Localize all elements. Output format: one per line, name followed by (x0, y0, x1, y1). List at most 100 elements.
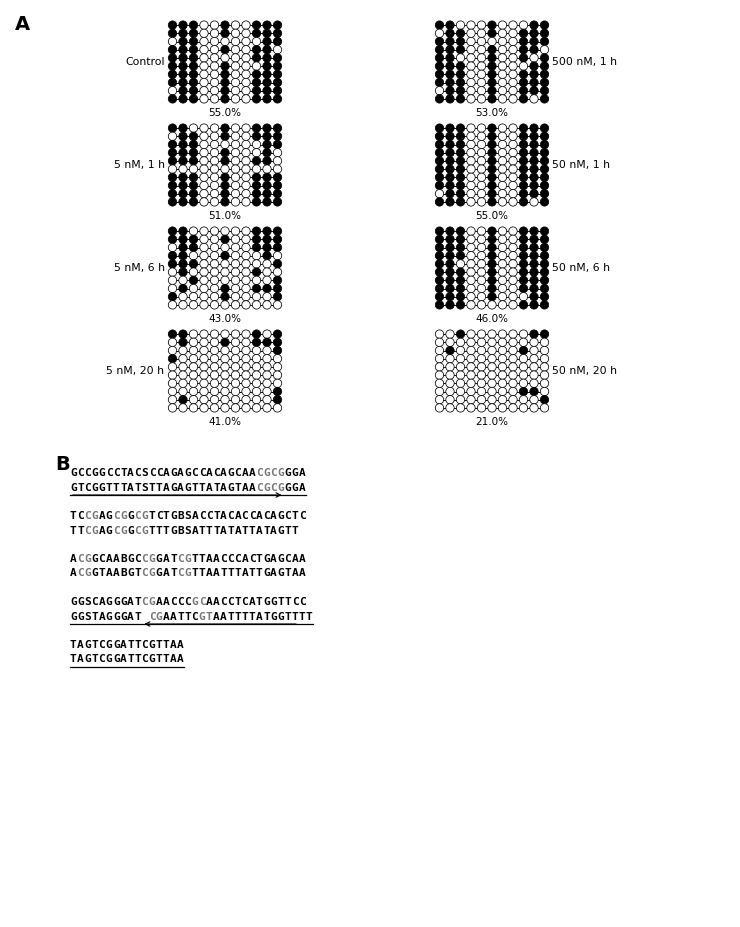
Circle shape (263, 243, 271, 252)
Circle shape (252, 95, 260, 103)
Text: T: T (192, 482, 198, 492)
Text: C: C (249, 511, 255, 521)
Text: C: C (227, 511, 234, 521)
Text: S: S (84, 597, 91, 607)
Circle shape (179, 86, 187, 95)
Text: C: C (113, 468, 120, 478)
Text: A: A (98, 511, 105, 521)
Text: T: T (256, 568, 263, 578)
Circle shape (273, 37, 282, 45)
Text: B: B (55, 455, 70, 474)
Circle shape (221, 95, 229, 103)
Circle shape (200, 70, 208, 79)
Circle shape (232, 189, 240, 197)
Circle shape (232, 37, 240, 45)
Circle shape (530, 21, 538, 30)
Circle shape (189, 362, 198, 371)
Circle shape (242, 347, 250, 355)
Text: B: B (120, 554, 127, 564)
Circle shape (273, 387, 282, 396)
Text: G: G (77, 612, 84, 621)
Text: A: A (77, 640, 84, 650)
Circle shape (232, 251, 240, 260)
Text: C: C (98, 654, 105, 665)
Circle shape (477, 62, 485, 70)
Circle shape (477, 157, 485, 165)
Circle shape (435, 182, 444, 190)
Text: T: T (135, 612, 141, 621)
Circle shape (467, 124, 475, 133)
Text: G: G (263, 554, 270, 564)
Circle shape (168, 189, 177, 197)
Circle shape (200, 157, 208, 165)
Text: G: G (92, 554, 98, 564)
Text: S: S (141, 482, 148, 492)
Circle shape (498, 285, 507, 293)
Text: T: T (235, 482, 241, 492)
Text: C: C (241, 511, 249, 521)
Circle shape (467, 276, 475, 285)
Circle shape (509, 293, 517, 301)
Circle shape (467, 396, 475, 404)
Text: G: G (170, 468, 177, 478)
Circle shape (467, 86, 475, 95)
Circle shape (179, 78, 187, 87)
Text: A: A (15, 15, 30, 34)
Circle shape (435, 148, 444, 157)
Circle shape (210, 362, 219, 371)
Circle shape (519, 243, 528, 252)
Circle shape (477, 182, 485, 190)
Circle shape (457, 338, 465, 347)
Circle shape (530, 148, 538, 157)
Text: T: T (306, 612, 313, 621)
Text: A: A (206, 482, 212, 492)
Circle shape (445, 362, 454, 371)
Text: C: C (170, 597, 177, 607)
Circle shape (179, 354, 187, 362)
Circle shape (189, 268, 198, 276)
Text: T: T (192, 554, 198, 564)
Circle shape (189, 45, 198, 54)
Text: T: T (106, 482, 112, 492)
Circle shape (477, 354, 485, 362)
Text: C: C (235, 468, 241, 478)
Circle shape (519, 70, 528, 79)
Text: A: A (163, 612, 169, 621)
Circle shape (242, 37, 250, 45)
Text: A: A (221, 511, 227, 521)
Text: C: C (98, 640, 105, 650)
Circle shape (445, 45, 454, 54)
Circle shape (498, 124, 507, 133)
Circle shape (435, 78, 444, 87)
Circle shape (221, 396, 229, 404)
Circle shape (540, 330, 548, 338)
Circle shape (242, 387, 250, 396)
Text: A: A (106, 568, 112, 578)
Circle shape (210, 300, 219, 309)
Circle shape (263, 403, 271, 413)
Circle shape (530, 29, 538, 37)
Circle shape (242, 78, 250, 87)
Circle shape (477, 330, 485, 338)
Circle shape (509, 95, 517, 103)
Circle shape (168, 124, 177, 133)
Circle shape (263, 268, 271, 276)
Text: G: G (120, 526, 127, 536)
Text: A: A (221, 612, 227, 621)
Circle shape (488, 268, 497, 276)
Circle shape (488, 285, 497, 293)
Circle shape (540, 95, 548, 103)
Circle shape (530, 243, 538, 252)
Circle shape (252, 285, 260, 293)
Circle shape (273, 45, 282, 54)
Circle shape (232, 403, 240, 413)
Text: 55.0%: 55.0% (209, 108, 241, 118)
Text: G: G (113, 612, 120, 621)
Circle shape (221, 133, 229, 141)
Circle shape (273, 62, 282, 70)
Text: C: C (284, 511, 292, 521)
Circle shape (179, 173, 187, 182)
Circle shape (232, 133, 240, 141)
Circle shape (435, 260, 444, 268)
Text: T: T (127, 640, 134, 650)
